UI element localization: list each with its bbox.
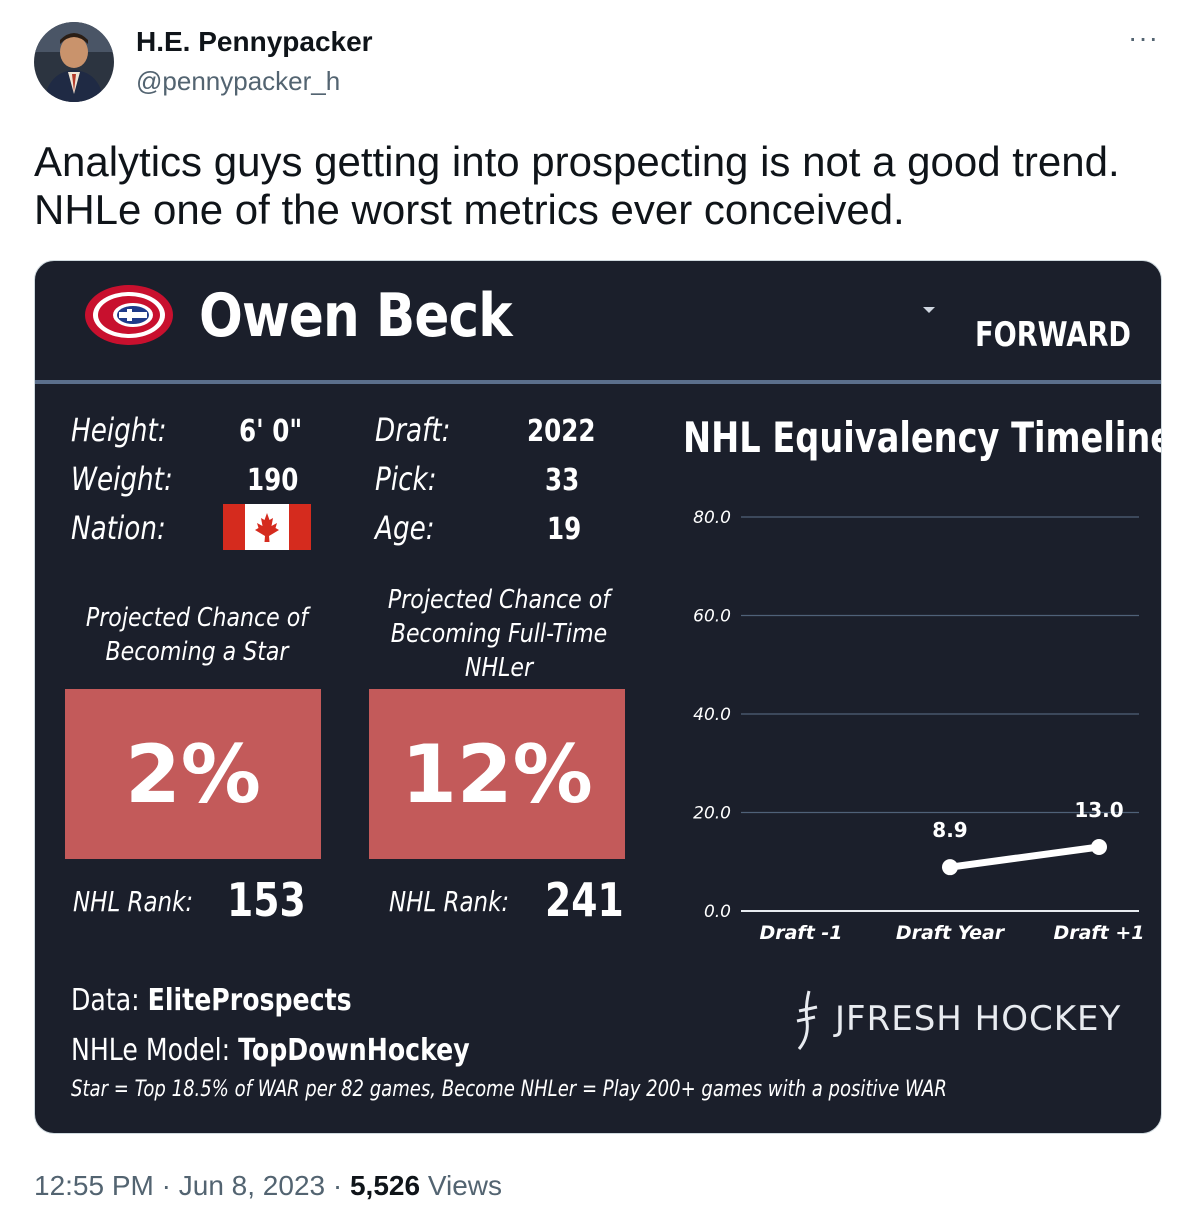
nhler-rank-label: NHL Rank: — [389, 885, 510, 918]
canadiens-logo-icon — [85, 285, 173, 345]
y-tick-label: 20.0 — [693, 804, 731, 824]
more-options-icon[interactable]: ··· — [1128, 22, 1159, 53]
x-tick-label: Draft -1 — [759, 922, 842, 944]
model-source-label: NHLe Model: — [71, 1033, 239, 1068]
height-label: Height: — [71, 411, 167, 449]
star-chance-label: Projected Chance of Becoming a Star — [85, 603, 309, 667]
tweet-text: Analytics guys getting into prospecting … — [34, 138, 1120, 233]
views-count[interactable]: 5,526 — [349, 1170, 421, 1201]
player-name: Owen Beck — [199, 281, 513, 351]
meta-separator: · — [332, 1170, 350, 1201]
star-rank-value: 153 — [227, 873, 306, 927]
avatar-image — [34, 22, 114, 102]
data-source-label: Data: — [71, 983, 148, 1018]
height-value: 6' 0" — [239, 414, 303, 449]
views-label: Views — [427, 1170, 503, 1201]
chevron-down-icon[interactable] — [923, 307, 935, 313]
series-line — [946, 843, 1103, 871]
data-label: 13.0 — [1074, 798, 1123, 822]
jfresh-logo-icon — [796, 990, 818, 1050]
y-tick-label: 80.0 — [693, 508, 731, 528]
chart-title: NHL Equivalency Timeline — [683, 413, 1162, 462]
draft-label: Draft: — [375, 411, 451, 449]
weight-label: Weight: — [71, 460, 173, 498]
star-chance-box: 2% — [65, 689, 321, 859]
player-card-image[interactable]: Owen Beck FORWARD Height: 6' 0" Weight: … — [34, 260, 1162, 1134]
nhler-chance-label: Projected Chance of Becoming Full-Time N… — [387, 585, 611, 683]
x-tick-label: Draft Year — [896, 922, 1006, 944]
player-position: FORWARD — [974, 315, 1131, 355]
star-chance-value: 2% — [125, 727, 261, 821]
pick-value: 33 — [545, 463, 580, 498]
data-source-value: EliteProspects — [147, 983, 352, 1018]
tweet-time[interactable]: 12:55 PM — [34, 1170, 154, 1201]
author-name[interactable]: H.E. Pennypacker — [136, 26, 373, 57]
y-tick-label: 60.0 — [693, 607, 731, 627]
jfresh-hockey-brand: JFRESH HOCKEY — [835, 999, 1122, 1039]
y-tick-label: 40.0 — [693, 705, 731, 725]
age-value: 19 — [547, 512, 582, 547]
nhler-chance-box: 12% — [369, 689, 625, 859]
data-point — [1091, 838, 1107, 855]
model-source-value: TopDownHockey — [238, 1033, 470, 1068]
tweet-date[interactable]: Jun 8, 2023 — [178, 1170, 326, 1201]
nation-label: Nation: — [71, 509, 166, 547]
age-label: Age: — [375, 509, 435, 547]
nhle-timeline-chart: 0.0 20.0 40.0 60.0 80.0 Draft -1 Draft Year Dra… — [693, 508, 1144, 944]
nhler-rank-value: 241 — [545, 873, 624, 927]
author-handle[interactable]: @pennypacker_h — [136, 66, 341, 96]
definitions-footnote: Star = Top 18.5% of WAR per 82 games, Be… — [71, 1077, 947, 1102]
data-point — [942, 859, 958, 876]
author-avatar[interactable] — [34, 22, 114, 102]
star-rank-label: NHL Rank: — [73, 885, 194, 918]
data-label: 8.9 — [932, 818, 967, 842]
tweet-meta: 12:55 PM · Jun 8, 2023 · 5,526 Views — [34, 1170, 502, 1202]
draft-value: 2022 — [527, 414, 596, 449]
pick-label: Pick: — [375, 460, 437, 498]
weight-value: 190 — [247, 463, 299, 498]
header-divider — [35, 380, 1161, 384]
x-tick-label: Draft +1 — [1053, 922, 1144, 944]
canada-flag-icon — [223, 504, 311, 550]
y-tick-label: 0.0 — [704, 902, 731, 922]
meta-separator: · — [161, 1170, 179, 1201]
model-source-line: NHLe Model: TopDownHockey — [71, 1033, 470, 1068]
data-source-line: Data: EliteProspects — [71, 983, 352, 1018]
nhler-chance-value: 12% — [401, 727, 593, 821]
